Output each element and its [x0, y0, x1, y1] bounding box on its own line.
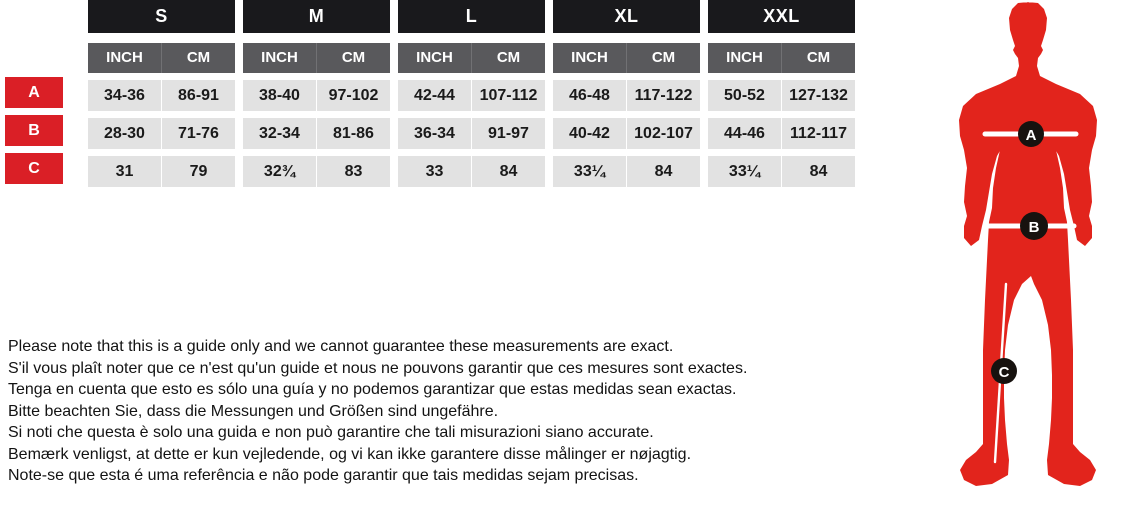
svg-text:C: C	[999, 364, 1010, 381]
svg-text:B: B	[1029, 219, 1040, 236]
svg-text:A: A	[1026, 127, 1037, 144]
